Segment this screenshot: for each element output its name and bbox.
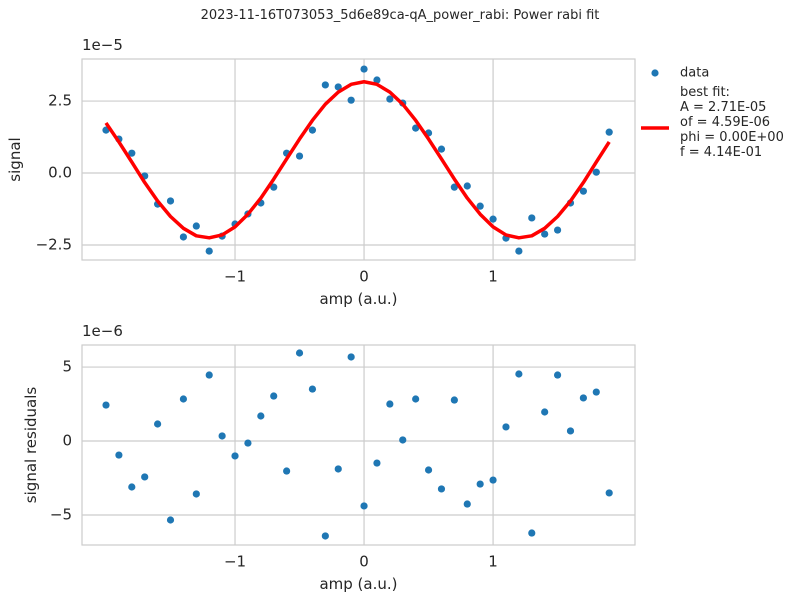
data-point bbox=[450, 183, 458, 191]
data-point bbox=[412, 124, 420, 132]
data-point bbox=[399, 436, 407, 444]
data-point bbox=[295, 349, 304, 357]
data-point bbox=[463, 182, 471, 190]
data-point bbox=[476, 202, 484, 210]
data-point bbox=[102, 401, 110, 409]
data-point bbox=[295, 152, 304, 160]
data-point bbox=[463, 500, 471, 508]
data-point bbox=[579, 394, 587, 402]
data-point bbox=[308, 385, 317, 393]
data-point bbox=[373, 76, 381, 84]
legend-label: data bbox=[680, 66, 709, 81]
data-point bbox=[192, 490, 200, 498]
x-tick-label: −1 bbox=[224, 553, 246, 571]
data-point bbox=[128, 483, 136, 491]
data-point bbox=[528, 529, 536, 537]
data-point bbox=[605, 128, 613, 136]
offset-text: 1e−6 bbox=[82, 322, 123, 340]
data-point bbox=[386, 400, 394, 408]
legend-marker bbox=[651, 69, 659, 77]
data-point bbox=[166, 197, 175, 205]
data-point bbox=[541, 408, 549, 416]
offset-text: 1e−5 bbox=[82, 36, 123, 54]
data-point bbox=[360, 502, 368, 510]
data-point bbox=[424, 466, 433, 474]
data-point bbox=[489, 215, 497, 223]
data-point bbox=[283, 467, 291, 475]
data-point bbox=[373, 459, 381, 467]
data-point bbox=[334, 83, 342, 91]
data-point bbox=[166, 516, 175, 524]
data-point bbox=[270, 392, 278, 400]
axes-frame bbox=[81, 58, 636, 261]
data-point bbox=[528, 214, 536, 222]
data-point bbox=[321, 81, 329, 89]
data-point bbox=[515, 370, 523, 378]
data-point bbox=[541, 230, 549, 238]
y-tick-label: −2.5 bbox=[36, 236, 72, 254]
data-point bbox=[347, 353, 355, 361]
data-point bbox=[308, 126, 317, 134]
data-point bbox=[205, 371, 213, 379]
x-tick-label: 0 bbox=[359, 268, 369, 286]
data-point bbox=[437, 485, 446, 493]
data-point bbox=[502, 423, 510, 431]
data-point bbox=[179, 395, 188, 403]
data-point bbox=[592, 388, 600, 396]
data-point bbox=[450, 396, 458, 404]
data-point bbox=[592, 168, 600, 176]
data-point bbox=[244, 439, 252, 447]
y-axis-label: signal bbox=[6, 137, 24, 181]
data-point bbox=[154, 420, 162, 428]
legend-label: best fit: A = 2.71E-05 of = 4.59E-06 phi… bbox=[680, 85, 784, 160]
y-tick-label: 5 bbox=[62, 358, 72, 376]
data-point bbox=[360, 65, 368, 73]
data-point bbox=[386, 95, 394, 103]
data-point bbox=[515, 247, 523, 255]
data-point bbox=[231, 452, 239, 460]
data-point bbox=[566, 427, 575, 435]
y-tick-label: 2.5 bbox=[48, 92, 72, 110]
data-point bbox=[115, 451, 123, 459]
data-point bbox=[579, 187, 587, 195]
data-point bbox=[553, 226, 562, 234]
fit-line bbox=[104, 79, 611, 240]
data-point bbox=[192, 222, 200, 230]
y-axis-label: signal residuals bbox=[22, 387, 40, 504]
data-point bbox=[141, 473, 149, 481]
data-point bbox=[347, 96, 355, 104]
x-tick-label: 0 bbox=[359, 553, 369, 571]
data-point bbox=[437, 145, 446, 153]
x-tick-label: 1 bbox=[488, 268, 498, 286]
x-axis-label: amp (a.u.) bbox=[319, 575, 397, 593]
data-point bbox=[412, 395, 420, 403]
y-tick-label: 0 bbox=[62, 432, 72, 450]
x-axis-label: amp (a.u.) bbox=[319, 290, 397, 308]
data-point bbox=[205, 247, 213, 255]
data-point bbox=[489, 476, 497, 484]
x-tick-label: −1 bbox=[224, 268, 246, 286]
axes-frame bbox=[81, 344, 636, 546]
data-point bbox=[553, 371, 562, 379]
x-tick-label: 1 bbox=[488, 553, 498, 571]
data-point bbox=[270, 183, 278, 191]
data-point bbox=[334, 465, 342, 473]
data-point bbox=[257, 412, 265, 420]
data-point bbox=[605, 489, 613, 497]
data-point bbox=[476, 480, 484, 488]
y-tick-label: −5 bbox=[50, 505, 72, 523]
data-point bbox=[321, 532, 329, 540]
data-point bbox=[179, 233, 188, 241]
y-tick-label: 0.0 bbox=[48, 164, 72, 182]
data-point bbox=[128, 149, 136, 157]
data-point bbox=[218, 432, 226, 440]
figure-title: 2023-11-16T073053_5d6e89ca-qA_power_rabi… bbox=[201, 8, 600, 23]
